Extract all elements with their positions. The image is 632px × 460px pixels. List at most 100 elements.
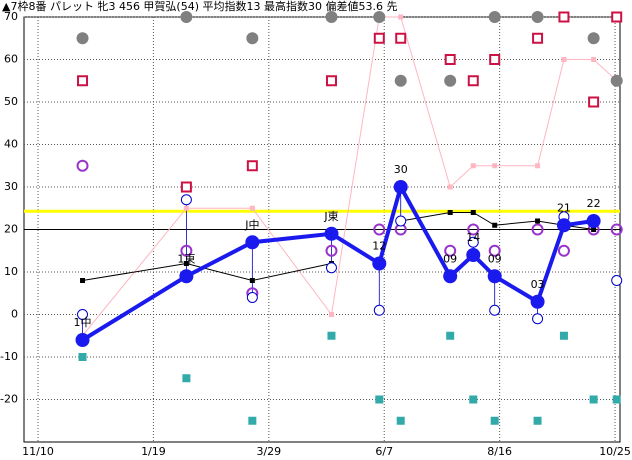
point-label: 1中 <box>74 316 92 329</box>
marker <box>373 223 386 236</box>
chart-title: ▲7枠8番 パレット 牝3 456 甲賀弘(54) 平均指数13 最高指数30 … <box>2 0 398 13</box>
marker <box>395 215 407 227</box>
point-label: J東 <box>323 210 338 223</box>
marker <box>467 75 479 87</box>
marker <box>324 226 339 241</box>
marker <box>532 313 544 325</box>
marker <box>559 331 568 340</box>
marker <box>393 180 408 194</box>
marker <box>443 269 458 284</box>
marker <box>557 244 570 257</box>
marker <box>78 353 87 361</box>
marker <box>489 54 501 65</box>
marker <box>561 57 567 62</box>
marker <box>372 256 387 271</box>
point-label: 09 <box>443 252 457 265</box>
x-tick-label: 1/19 <box>141 445 166 458</box>
marker <box>180 181 192 193</box>
point-label: 03 <box>531 278 545 291</box>
marker <box>180 11 193 23</box>
marker <box>611 11 623 23</box>
x-tick-label: 3/29 <box>256 445 281 458</box>
marker <box>535 218 541 224</box>
marker <box>325 75 337 87</box>
marker <box>77 75 89 87</box>
point-label: 1東 <box>177 252 195 265</box>
marker <box>587 32 600 45</box>
marker <box>487 269 502 284</box>
marker <box>375 395 384 404</box>
marker <box>467 236 479 248</box>
marker <box>470 163 476 169</box>
y-tick-label: -10 <box>0 350 18 363</box>
point-label: 22 <box>587 197 601 210</box>
marker <box>535 163 541 169</box>
marker <box>77 309 89 320</box>
point-label: 12 <box>372 240 386 253</box>
marker <box>444 54 456 65</box>
y-tick-label: 20 <box>4 223 18 236</box>
marker <box>444 74 457 87</box>
marker <box>531 11 544 23</box>
marker <box>558 11 570 23</box>
marker <box>492 222 498 228</box>
marker <box>489 304 501 316</box>
marker <box>182 374 191 383</box>
marker <box>610 74 623 87</box>
marker <box>446 331 455 340</box>
marker <box>180 244 193 257</box>
x-tick-label: 6/7 <box>375 445 393 458</box>
marker <box>469 395 478 404</box>
marker <box>325 11 338 23</box>
marker <box>325 244 338 257</box>
marker <box>249 205 255 211</box>
x-tick-label: 10/25 <box>599 445 631 458</box>
marker <box>611 275 623 286</box>
y-tick-label: -20 <box>0 393 18 406</box>
marker <box>466 248 481 262</box>
y-tick-label: 40 <box>4 138 18 151</box>
marker <box>398 14 404 20</box>
y-tick-label: 70 <box>4 10 18 23</box>
marker <box>246 32 259 45</box>
marker <box>75 333 90 347</box>
marker <box>588 96 600 108</box>
x-tick-label: 8/16 <box>487 445 512 458</box>
marker <box>447 210 453 215</box>
marker <box>328 312 334 317</box>
marker <box>589 395 598 404</box>
marker <box>76 32 89 45</box>
marker <box>488 244 501 257</box>
marker <box>470 210 476 215</box>
y-tick-label: 60 <box>4 53 18 66</box>
marker <box>248 416 257 425</box>
marker <box>586 214 601 228</box>
marker <box>246 160 258 172</box>
series-line <box>81 181 594 342</box>
marker <box>373 32 385 44</box>
marker <box>591 227 597 232</box>
marker <box>395 32 407 44</box>
y-tick-label: 50 <box>4 95 18 108</box>
point-label: 09 <box>488 252 502 265</box>
marker <box>467 223 480 236</box>
point-label: J中 <box>244 218 259 231</box>
marker <box>179 269 194 284</box>
marker <box>610 223 623 236</box>
marker <box>80 278 86 283</box>
marker <box>591 57 597 62</box>
marker <box>249 278 255 283</box>
marker <box>327 331 336 340</box>
y-tick-label: 30 <box>4 180 18 193</box>
marker <box>180 194 192 206</box>
marker <box>531 223 544 236</box>
marker <box>530 294 545 309</box>
marker <box>183 261 189 266</box>
marker <box>612 395 621 404</box>
marker <box>488 11 501 23</box>
point-label: 30 <box>394 163 408 176</box>
marker <box>492 163 498 169</box>
marker <box>183 205 189 211</box>
marker <box>246 292 258 303</box>
